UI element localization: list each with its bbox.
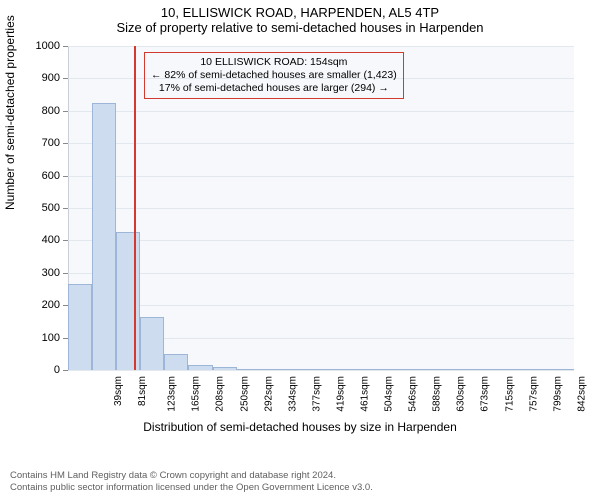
histogram-bar: [188, 365, 212, 370]
x-tick-label: 715sqm: [504, 376, 515, 412]
x-tick-label: 842sqm: [576, 376, 587, 412]
x-tick-label: 461sqm: [360, 376, 371, 412]
gridline: [68, 176, 574, 177]
histogram-bar: [454, 369, 478, 370]
y-tick-label: 600: [12, 170, 60, 182]
y-tick-mark: [63, 370, 68, 371]
annotation-line: 17% of semi-detached houses are larger (…: [151, 82, 397, 95]
histogram-bar: [68, 284, 92, 370]
histogram-bar: [405, 369, 429, 370]
x-axis-label: Distribution of semi-detached houses by …: [10, 420, 590, 434]
histogram-bar: [116, 232, 140, 370]
x-tick-label: 208sqm: [215, 376, 226, 412]
histogram-bar: [285, 369, 309, 370]
y-tick-mark: [63, 208, 68, 209]
footer-line: Contains HM Land Registry data © Crown c…: [10, 470, 373, 482]
y-tick-mark: [63, 46, 68, 47]
y-tick-label: 500: [12, 202, 60, 214]
gridline: [68, 240, 574, 241]
histogram-bar: [140, 317, 164, 370]
plot-area: 10 ELLISWICK ROAD: 154sqm← 82% of semi-d…: [68, 46, 574, 370]
x-tick-label: 757sqm: [528, 376, 539, 412]
x-tick-label: 630sqm: [456, 376, 467, 412]
histogram-bar: [478, 369, 502, 370]
histogram-bar: [502, 369, 526, 370]
x-tick-label: 123sqm: [167, 376, 178, 412]
gridline: [68, 305, 574, 306]
y-tick-label: 0: [12, 364, 60, 376]
y-tick-label: 400: [12, 234, 60, 246]
y-tick-label: 300: [12, 267, 60, 279]
histogram-bar: [261, 369, 285, 370]
annotation-line: ← 82% of semi-detached houses are smalle…: [151, 69, 397, 82]
gridline: [68, 111, 574, 112]
page-subtitle: Size of property relative to semi-detach…: [0, 21, 600, 36]
x-tick-label: 39sqm: [113, 376, 124, 406]
property-marker-line: [134, 46, 136, 370]
x-tick-label: 250sqm: [239, 376, 250, 412]
y-tick-mark: [63, 111, 68, 112]
x-tick-label: 799sqm: [552, 376, 563, 412]
x-tick-label: 165sqm: [191, 376, 202, 412]
gridline: [68, 143, 574, 144]
x-tick-label: 292sqm: [263, 376, 274, 412]
y-tick-mark: [63, 240, 68, 241]
y-tick-mark: [63, 338, 68, 339]
histogram-bar: [357, 369, 381, 370]
x-tick-label: 377sqm: [311, 376, 322, 412]
annotation-box: 10 ELLISWICK ROAD: 154sqm← 82% of semi-d…: [144, 52, 404, 99]
y-tick-label: 800: [12, 105, 60, 117]
y-tick-label: 900: [12, 72, 60, 84]
x-tick-label: 419sqm: [335, 376, 346, 412]
page-title: 10, ELLISWICK ROAD, HARPENDEN, AL5 4TP: [0, 6, 600, 21]
footer-line: Contains public sector information licen…: [10, 482, 373, 494]
histogram-bar: [213, 367, 237, 370]
gridline: [68, 46, 574, 47]
histogram-bar: [526, 369, 550, 370]
y-tick-mark: [63, 143, 68, 144]
x-tick-label: 504sqm: [384, 376, 395, 412]
histogram-bar: [429, 369, 453, 370]
annotation-line: 10 ELLISWICK ROAD: 154sqm: [151, 56, 397, 69]
histogram-bar: [381, 369, 405, 370]
histogram-bar: [309, 369, 333, 370]
y-tick-label: 200: [12, 299, 60, 311]
y-tick-label: 700: [12, 137, 60, 149]
histogram-bar: [92, 103, 116, 370]
gridline: [68, 370, 574, 371]
y-tick-mark: [63, 305, 68, 306]
y-tick-mark: [63, 176, 68, 177]
x-tick-label: 588sqm: [432, 376, 443, 412]
x-tick-label: 673sqm: [480, 376, 491, 412]
y-tick-mark: [63, 273, 68, 274]
histogram-bar: [164, 354, 188, 370]
x-tick-label: 546sqm: [408, 376, 419, 412]
histogram-bar: [550, 369, 574, 370]
histogram-bar: [237, 369, 261, 370]
histogram-bar: [333, 369, 357, 370]
x-tick-label: 334sqm: [287, 376, 298, 412]
gridline: [68, 208, 574, 209]
gridline: [68, 273, 574, 274]
y-tick-label: 100: [12, 332, 60, 344]
x-tick-label: 81sqm: [137, 376, 148, 406]
y-tick-mark: [63, 78, 68, 79]
histogram-chart: Number of semi-detached properties 10 EL…: [10, 40, 590, 440]
y-tick-label: 1000: [12, 40, 60, 52]
attribution-footer: Contains HM Land Registry data © Crown c…: [10, 470, 373, 494]
